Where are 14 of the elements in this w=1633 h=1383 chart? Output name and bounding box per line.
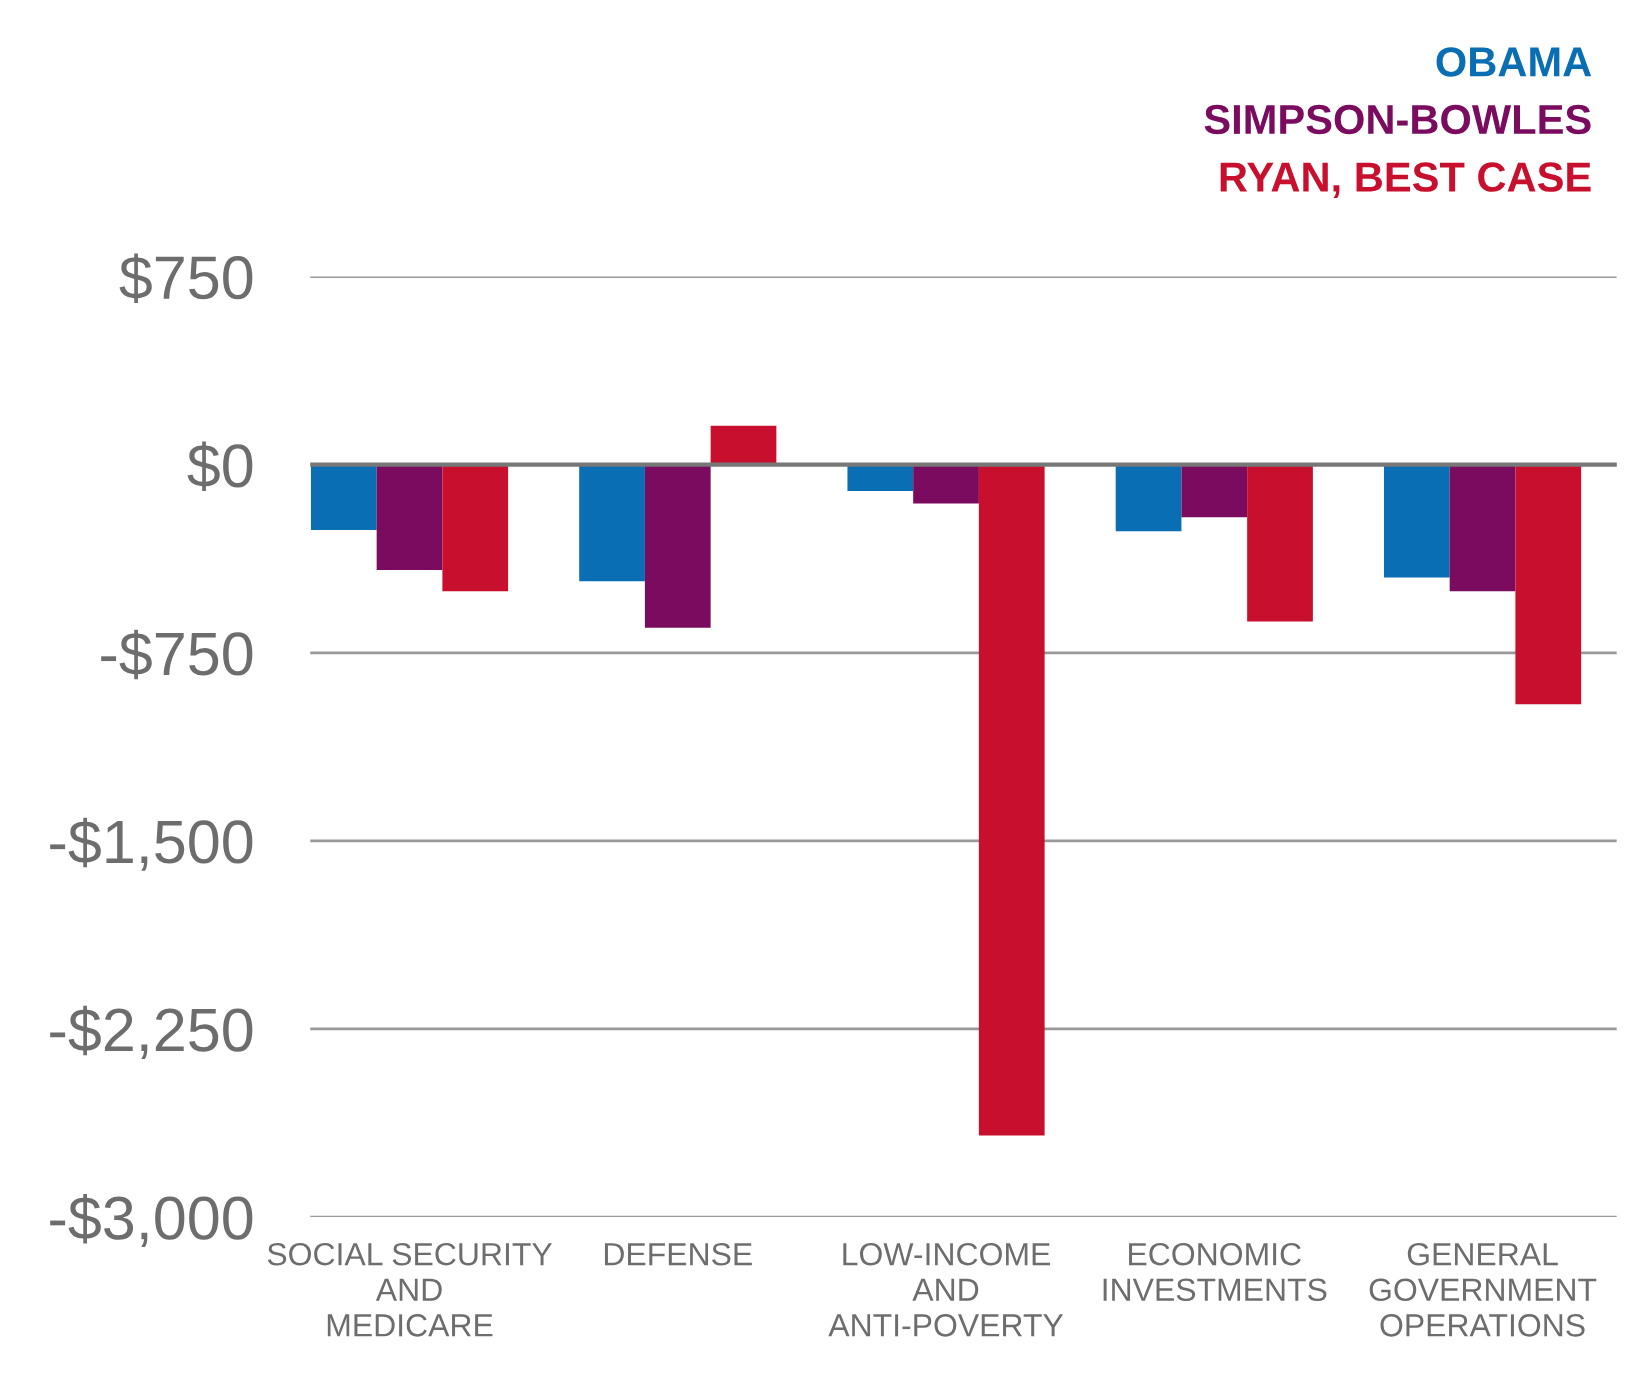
x-tick-label: SOCIAL SECURITY AND MEDICARE: [267, 1242, 552, 1337]
x-tick-label: DEFENSE: [604, 1242, 752, 1266]
text: RYAN, BEST CASE: [1220, 162, 1591, 198]
x-tick-label: LOW-INCOME AND ANTI-POVERTY: [828, 1242, 1064, 1337]
x-tick-label: GENERAL GOVERNMENT OPERATIONS: [1369, 1242, 1597, 1337]
x-tick-label: ECONOMIC INVESTMENTS: [1103, 1242, 1327, 1302]
text: SIMPSON-BOWLES: [1204, 104, 1591, 135]
y-tick-label: -$2,250: [50, 1005, 253, 1059]
y-tick-label: -$1,500: [50, 817, 253, 871]
y-tick-label: $750: [119, 253, 253, 303]
y-tick-label: $0: [187, 441, 253, 492]
text: OBAMA: [1436, 47, 1592, 77]
y-tick-label: -$750: [101, 629, 253, 680]
y-tick-label: -$3,000: [50, 1193, 253, 1247]
